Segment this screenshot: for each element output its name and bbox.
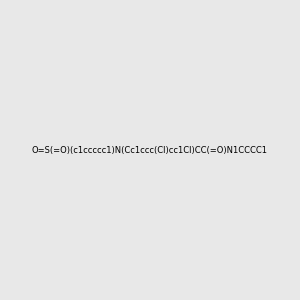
Text: O=S(=O)(c1ccccc1)N(Cc1ccc(Cl)cc1Cl)CC(=O)N1CCCC1: O=S(=O)(c1ccccc1)N(Cc1ccc(Cl)cc1Cl)CC(=O… (32, 146, 268, 154)
